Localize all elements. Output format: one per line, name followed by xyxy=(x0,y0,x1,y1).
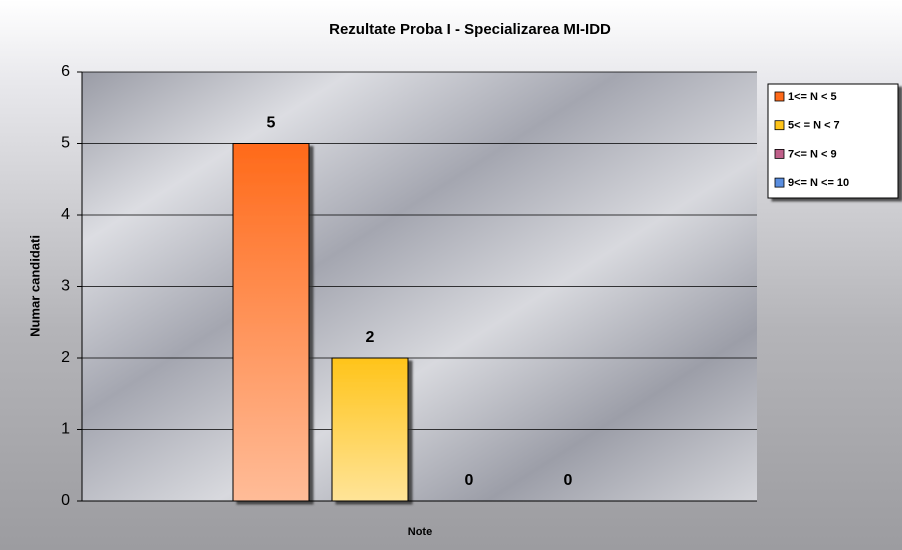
legend-swatch xyxy=(774,91,785,102)
y-tick-label: 3 xyxy=(61,278,70,295)
legend-swatch xyxy=(774,120,785,131)
y-tick-label: 2 xyxy=(61,349,70,366)
y-tick-label: 4 xyxy=(61,206,70,223)
legend-box xyxy=(767,83,899,199)
data-label: 0 xyxy=(465,472,474,489)
legend-swatch xyxy=(774,148,785,159)
y-tick-label: 6 xyxy=(61,63,70,80)
bar xyxy=(232,143,310,502)
legend-swatch xyxy=(774,177,785,188)
data-label: 5 xyxy=(267,115,276,132)
legend-label: 1<= N < 5 xyxy=(788,91,837,103)
legend-label: 7<= N < 9 xyxy=(788,148,837,160)
bar xyxy=(331,357,409,502)
legend-label: 5< = N < 7 xyxy=(788,120,840,132)
y-tick-label: 5 xyxy=(61,135,70,152)
legend-label: 9<= N <= 10 xyxy=(788,177,849,189)
data-label: 2 xyxy=(366,329,375,346)
data-label: 0 xyxy=(564,472,573,489)
chart-title: Rezultate Proba I - Specializarea MI-IDD xyxy=(329,21,611,38)
x-axis-label: Note xyxy=(408,526,432,538)
y-tick-label: 0 xyxy=(61,492,70,509)
y-axis-label: Numar candidati xyxy=(27,235,42,337)
y-tick-label: 1 xyxy=(61,421,70,438)
